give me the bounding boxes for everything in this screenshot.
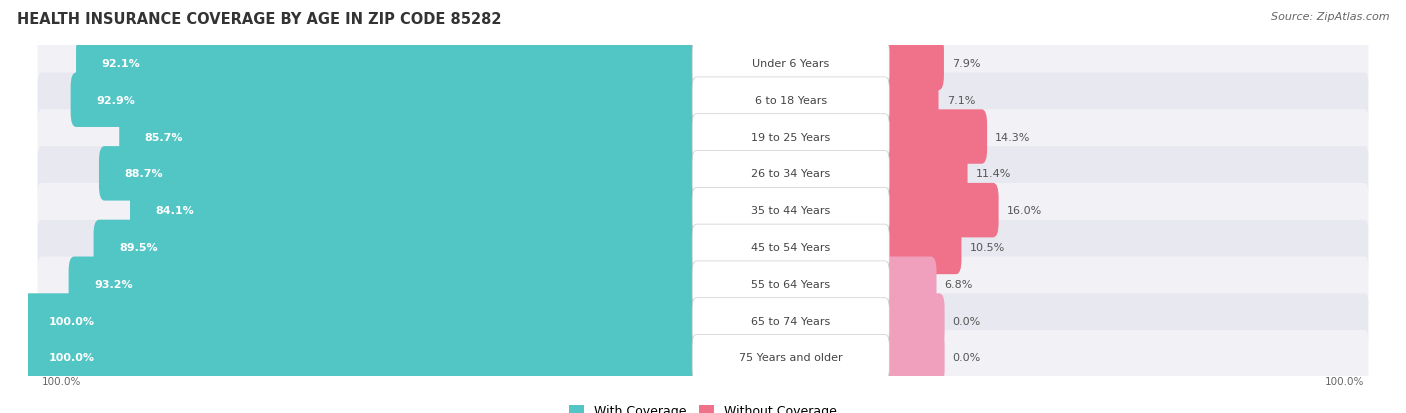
FancyBboxPatch shape	[692, 114, 889, 160]
FancyBboxPatch shape	[692, 225, 889, 270]
FancyBboxPatch shape	[38, 220, 1368, 275]
FancyBboxPatch shape	[94, 220, 709, 275]
FancyBboxPatch shape	[38, 74, 1368, 128]
FancyBboxPatch shape	[120, 110, 709, 164]
FancyBboxPatch shape	[22, 294, 709, 348]
Text: 35 to 44 Years: 35 to 44 Years	[751, 206, 831, 216]
FancyBboxPatch shape	[76, 37, 709, 91]
Text: 93.2%: 93.2%	[94, 279, 134, 289]
Text: HEALTH INSURANCE COVERAGE BY AGE IN ZIP CODE 85282: HEALTH INSURANCE COVERAGE BY AGE IN ZIP …	[17, 12, 502, 27]
Text: 89.5%: 89.5%	[120, 242, 157, 252]
Text: 84.1%: 84.1%	[156, 206, 194, 216]
Text: Source: ZipAtlas.com: Source: ZipAtlas.com	[1271, 12, 1389, 22]
Text: 19 to 25 Years: 19 to 25 Years	[751, 132, 831, 142]
Text: 7.1%: 7.1%	[946, 95, 974, 105]
Text: 92.1%: 92.1%	[101, 59, 141, 69]
FancyBboxPatch shape	[38, 294, 1368, 348]
FancyBboxPatch shape	[38, 147, 1368, 201]
Text: 16.0%: 16.0%	[1007, 206, 1042, 216]
Text: 6 to 18 Years: 6 to 18 Years	[755, 95, 827, 105]
FancyBboxPatch shape	[880, 294, 945, 348]
FancyBboxPatch shape	[38, 110, 1368, 164]
Text: 100.0%: 100.0%	[48, 352, 94, 363]
FancyBboxPatch shape	[38, 257, 1368, 311]
FancyBboxPatch shape	[880, 220, 962, 275]
Text: 75 Years and older: 75 Years and older	[740, 352, 842, 363]
Text: 10.5%: 10.5%	[970, 242, 1005, 252]
Text: 100.0%: 100.0%	[48, 316, 94, 326]
FancyBboxPatch shape	[880, 183, 998, 238]
FancyBboxPatch shape	[692, 335, 889, 380]
Text: 26 to 34 Years: 26 to 34 Years	[751, 169, 831, 179]
Text: 7.9%: 7.9%	[952, 59, 980, 69]
Text: 0.0%: 0.0%	[953, 316, 981, 326]
Text: 45 to 54 Years: 45 to 54 Years	[751, 242, 831, 252]
FancyBboxPatch shape	[98, 147, 709, 201]
FancyBboxPatch shape	[692, 41, 889, 87]
FancyBboxPatch shape	[69, 257, 709, 311]
FancyBboxPatch shape	[692, 188, 889, 233]
FancyBboxPatch shape	[22, 330, 709, 385]
FancyBboxPatch shape	[70, 74, 709, 128]
Text: 85.7%: 85.7%	[145, 132, 183, 142]
FancyBboxPatch shape	[880, 330, 945, 385]
FancyBboxPatch shape	[129, 183, 709, 238]
Text: 100.0%: 100.0%	[1324, 377, 1364, 387]
Text: 88.7%: 88.7%	[125, 169, 163, 179]
FancyBboxPatch shape	[38, 330, 1368, 385]
Text: 65 to 74 Years: 65 to 74 Years	[751, 316, 831, 326]
Text: Under 6 Years: Under 6 Years	[752, 59, 830, 69]
FancyBboxPatch shape	[692, 261, 889, 307]
FancyBboxPatch shape	[880, 147, 967, 201]
Text: 6.8%: 6.8%	[945, 279, 973, 289]
Text: 14.3%: 14.3%	[995, 132, 1031, 142]
FancyBboxPatch shape	[880, 257, 936, 311]
FancyBboxPatch shape	[692, 78, 889, 123]
Text: 55 to 64 Years: 55 to 64 Years	[751, 279, 831, 289]
FancyBboxPatch shape	[692, 151, 889, 197]
Legend: With Coverage, Without Coverage: With Coverage, Without Coverage	[564, 399, 842, 413]
FancyBboxPatch shape	[38, 183, 1368, 238]
FancyBboxPatch shape	[880, 74, 939, 128]
FancyBboxPatch shape	[692, 298, 889, 344]
Text: 92.9%: 92.9%	[96, 95, 135, 105]
FancyBboxPatch shape	[880, 37, 943, 91]
FancyBboxPatch shape	[38, 37, 1368, 91]
FancyBboxPatch shape	[880, 110, 987, 164]
Text: 0.0%: 0.0%	[953, 352, 981, 363]
Text: 100.0%: 100.0%	[42, 377, 82, 387]
Text: 11.4%: 11.4%	[976, 169, 1011, 179]
